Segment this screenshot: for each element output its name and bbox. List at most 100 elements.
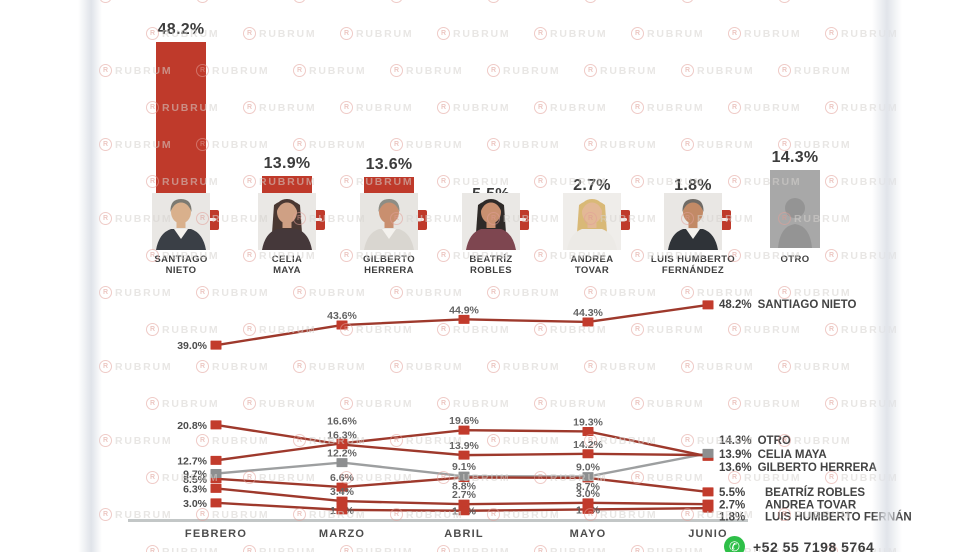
- month-label: JUNIO: [688, 528, 728, 540]
- month-label: ABRIL: [444, 528, 484, 540]
- data-point-santiago-nieto: [210, 340, 222, 350]
- data-point-andrea-tovar: [210, 483, 222, 493]
- legend-value: 48.2%: [719, 299, 752, 311]
- legend-value: 2.7%: [719, 500, 745, 512]
- point-label: 43.6%: [327, 310, 357, 322]
- point-label: 16.6%: [327, 415, 357, 427]
- bar-value-label: 48.2%: [157, 21, 205, 38]
- legend-entry-andrea-tovar: 2.7% ANDREA TOVAR: [719, 500, 857, 512]
- data-point-luis-humberto-fernandez: [458, 506, 470, 516]
- candidate-photo: [258, 193, 316, 250]
- point-label: 9.0%: [576, 462, 601, 474]
- candidate-name: BEATRÍZ ROBLES: [444, 254, 538, 276]
- legend-entry-celia-maya: 13.9% CELIA MAYA: [719, 449, 827, 461]
- point-label: 9.7%: [183, 469, 208, 481]
- data-point-otro: [702, 448, 714, 458]
- candidate-name-line: LUIS HUMBERTO: [650, 254, 736, 265]
- legend-name: ANDREA TOVAR: [765, 500, 857, 512]
- candidate-column: 14.3% OTRO: [748, 0, 842, 290]
- candidate-name-line: BEATRÍZ: [469, 254, 513, 265]
- point-label: 19.3%: [573, 416, 603, 428]
- candidate-name-line: NIETO: [165, 265, 197, 276]
- contact-whatsapp: +52 55 7198 5764: [724, 536, 874, 552]
- whatsapp-icon: [724, 536, 745, 552]
- candidate-portrait-icon: [258, 193, 316, 250]
- candidate-name: OTRO: [748, 254, 842, 265]
- legend-name: BEATRÍZ ROBLES: [765, 486, 865, 499]
- candidate-photo: [360, 193, 418, 250]
- point-label: 6.6%: [330, 472, 355, 484]
- point-label: 20.8%: [177, 420, 207, 432]
- data-point-luis-humberto-fernandez: [582, 504, 594, 514]
- otro-placeholder: [770, 170, 820, 248]
- candidate-name-line: ROBLES: [470, 265, 512, 276]
- legend-entry-beatriz-robles: 5.5% BEATRÍZ ROBLES: [719, 486, 865, 499]
- point-label: 2.7%: [452, 489, 477, 501]
- candidate-column: 1.8% LUIS HUMBERTO FERNÁNDEZ: [646, 0, 740, 290]
- legend-entry-otro: 14.3% OTRO: [719, 435, 791, 447]
- data-point-gilberto-herrera: [210, 455, 222, 465]
- candidate-name-line: ANDREA: [570, 254, 614, 265]
- data-point-gilberto-herrera: [582, 426, 594, 436]
- legend-name: OTRO: [758, 435, 791, 447]
- point-label: 13.9%: [449, 440, 479, 452]
- data-point-luis-humberto-fernandez: [702, 503, 714, 513]
- data-point-santiago-nieto: [458, 314, 470, 324]
- point-label: 44.3%: [573, 307, 603, 319]
- data-point-gilberto-herrera: [458, 425, 470, 435]
- data-point-celia-maya: [210, 420, 222, 430]
- bar-value-label: 1.8%: [674, 177, 712, 194]
- data-point-celia-maya: [458, 450, 470, 460]
- month-label: MARZO: [319, 528, 365, 540]
- candidate-name-line: FERNÁNDEZ: [661, 265, 725, 276]
- point-label: 12.2%: [327, 448, 357, 460]
- candidate-name-line: MAYA: [273, 265, 301, 276]
- legend-name: SANTIAGO NIETO: [758, 299, 857, 311]
- candidate-name: ANDREA TOVAR: [545, 254, 639, 276]
- candidate-column: 13.9% CELIA MAYA: [240, 0, 334, 290]
- month-label: FEBRERO: [185, 528, 247, 540]
- candidate-column: 48.2% SANTIAGO NIETO: [134, 0, 228, 290]
- candidate-name-line: SANTIAGO: [154, 254, 208, 265]
- data-point-luis-humberto-fernandez: [210, 498, 222, 508]
- data-point-luis-humberto-fernandez: [336, 505, 348, 515]
- candidate-name-line: GILBERTO: [362, 254, 416, 265]
- legend-value: 5.5%: [719, 487, 745, 499]
- data-point-santiago-nieto: [702, 300, 714, 310]
- candidate-name: CELIA MAYA: [240, 254, 334, 276]
- legend-value: 13.6%: [719, 462, 752, 474]
- legend-entry-santiago-nieto: 48.2% SANTIAGO NIETO: [719, 299, 856, 311]
- point-label: 9.1%: [452, 461, 477, 473]
- candidate-photo: [152, 193, 210, 250]
- point-label: 19.6%: [449, 415, 479, 427]
- candidate-name: SANTIAGO NIETO: [134, 254, 228, 276]
- candidate-portrait-icon: [462, 193, 520, 250]
- data-point-otro: [336, 458, 348, 468]
- legend-entry-gilberto-herrera: 13.6% GILBERTO HERRERA: [719, 462, 877, 474]
- candidate-photo: [563, 193, 621, 250]
- candidate-name-line: OTRO: [780, 254, 810, 265]
- candidate-portrait-icon: [563, 193, 621, 250]
- bar-value-label: 13.9%: [263, 155, 311, 172]
- data-point-beatriz-robles: [336, 482, 348, 492]
- data-point-celia-maya: [582, 449, 594, 459]
- point-label: 16.3%: [327, 430, 357, 442]
- legend-name: LUIS HUMBERTO FERNÁN: [765, 511, 912, 524]
- data-point-santiago-nieto: [582, 317, 594, 327]
- legend-value: 13.9%: [719, 449, 752, 461]
- phone-number: +52 55 7198 5764: [753, 538, 875, 552]
- bar-value-label: 14.3%: [771, 149, 819, 166]
- point-label: 14.2%: [573, 439, 603, 451]
- legend-name: CELIA MAYA: [758, 449, 827, 461]
- legend-value: 14.3%: [719, 435, 752, 447]
- data-point-gilberto-herrera: [336, 438, 348, 448]
- point-label: 39.0%: [177, 340, 207, 352]
- candidate-name-line: TOVAR: [574, 265, 610, 276]
- point-label: 12.7%: [177, 455, 207, 467]
- candidate-name: LUIS HUMBERTO FERNÁNDEZ: [646, 254, 740, 276]
- point-label: 8.8%: [452, 480, 477, 492]
- candidate-column: 13.6% GILBERTO HERRERA: [342, 0, 436, 290]
